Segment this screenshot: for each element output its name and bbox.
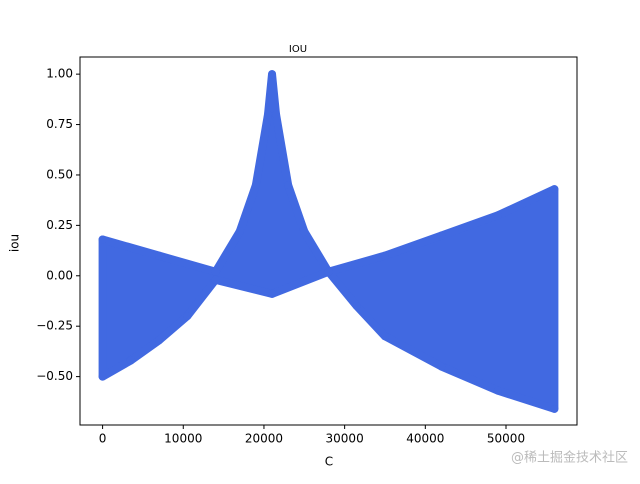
scatter-point bbox=[352, 302, 361, 311]
scatter-point bbox=[183, 312, 192, 321]
scatter-point bbox=[437, 362, 446, 371]
scatter-point bbox=[324, 267, 333, 276]
y-tick-label: 0.50 bbox=[46, 167, 73, 181]
x-tick-label: 50000 bbox=[487, 432, 525, 446]
scatter-point bbox=[284, 181, 293, 190]
scatter-point bbox=[380, 251, 389, 260]
y-tick-label: −0.50 bbox=[36, 369, 73, 383]
chart-title: IOU bbox=[289, 44, 307, 55]
x-tick-label: 30000 bbox=[326, 432, 364, 446]
watermark: @稀土掘金技术社区 bbox=[511, 450, 628, 466]
scatter-point bbox=[211, 267, 220, 276]
y-tick-label: 0.75 bbox=[46, 117, 73, 131]
scatter-point bbox=[126, 356, 135, 365]
scatter-point bbox=[263, 110, 272, 119]
scatter-point bbox=[550, 185, 559, 194]
scatter-point bbox=[493, 386, 502, 395]
scatter-point bbox=[98, 372, 107, 381]
y-axis-label: iou bbox=[8, 234, 22, 252]
plot-frame bbox=[79, 56, 578, 426]
scatter-point bbox=[251, 181, 260, 190]
scatter-point bbox=[268, 289, 277, 298]
y-tick-label: −0.25 bbox=[36, 319, 73, 333]
y-tick-label: 0.00 bbox=[46, 268, 73, 282]
x-axis-label: C bbox=[325, 455, 333, 469]
scatter-point bbox=[211, 275, 220, 284]
x-tick-label: 0 bbox=[99, 432, 107, 446]
y-tick-label: 0.25 bbox=[46, 218, 73, 232]
x-tick-label: 20000 bbox=[245, 432, 283, 446]
scatter-point bbox=[98, 235, 107, 244]
x-tick-label: 10000 bbox=[164, 432, 202, 446]
scatter-band bbox=[98, 70, 559, 413]
scatter-point bbox=[550, 404, 559, 413]
scatter-point bbox=[272, 110, 281, 119]
x-tick-label: 40000 bbox=[406, 432, 444, 446]
scatter-point bbox=[235, 227, 244, 236]
scatter-point bbox=[268, 70, 277, 79]
scatter-point bbox=[300, 227, 309, 236]
y-tick-label: 1.00 bbox=[46, 67, 73, 81]
scatter-point bbox=[437, 231, 446, 240]
scatter-point bbox=[155, 336, 164, 345]
scatter-point bbox=[380, 332, 389, 341]
scatter-point bbox=[155, 251, 164, 260]
scatter-point bbox=[493, 211, 502, 220]
